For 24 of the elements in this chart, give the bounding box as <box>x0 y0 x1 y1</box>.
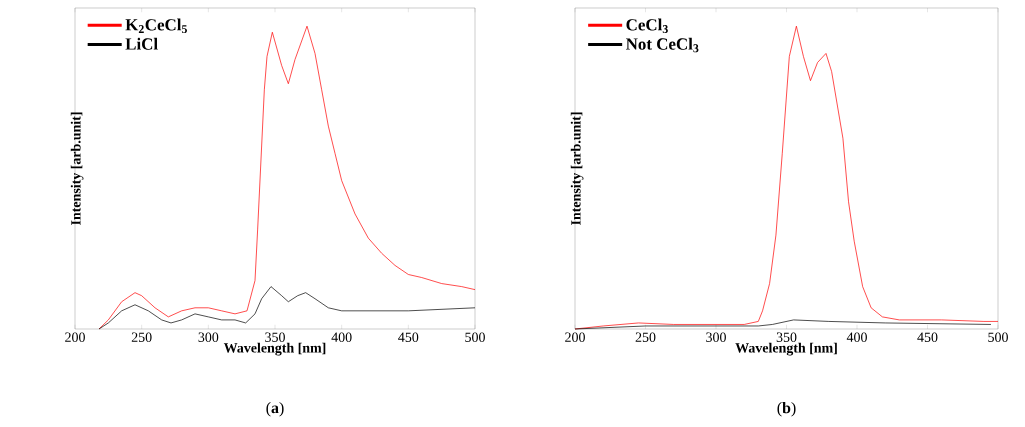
text: (a) <box>266 402 284 417</box>
legend-label: Not CeCl$_{3}$ <box>625 37 699 53</box>
x-tick-label: 450 <box>398 332 419 342</box>
x-tick-label: 400 <box>331 332 352 342</box>
x-tick-label: 200 <box>565 332 585 342</box>
x-tick-label: 300 <box>198 332 219 342</box>
legend-label: LiCl <box>125 37 158 50</box>
x-axis-title: Wavelength [nm] <box>735 342 837 356</box>
legend-label: CeCl$_{3}$ <box>626 18 668 34</box>
x-tick-label: 350 <box>265 332 285 342</box>
x-tick-label: 450 <box>917 332 938 342</box>
text: (b) <box>777 402 796 417</box>
x-tick-label: 250 <box>635 332 656 342</box>
x-tick-label: 500 <box>988 332 1008 342</box>
x-tick-label: 500 <box>465 332 485 342</box>
x-tick-label: 350 <box>776 332 797 342</box>
x-tick-label: 200 <box>65 332 85 342</box>
x-tick-label: 300 <box>706 332 726 342</box>
x-tick-label: 250 <box>131 332 152 342</box>
y-axis-title: Intensity [arb.unit] <box>570 112 584 225</box>
x-tick-label: 400 <box>846 332 867 342</box>
x-axis-title: Wavelength [nm] <box>223 342 326 356</box>
y-axis-title: Intensity [arb.unit] <box>70 112 84 225</box>
legend-label: K$_{2}$CeCl$_{5}$ <box>125 18 187 34</box>
